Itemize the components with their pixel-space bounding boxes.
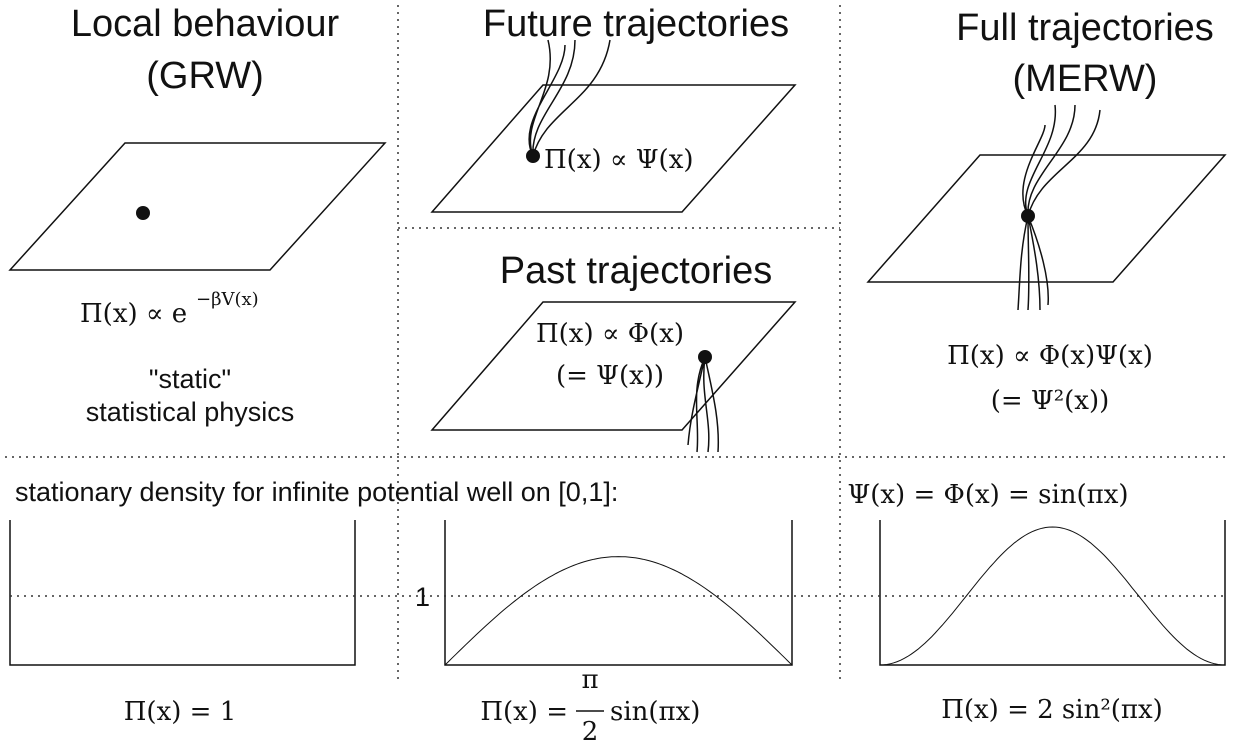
formula: Π(x) = <box>480 697 568 727</box>
fraction-denominator: 2 <box>582 717 599 746</box>
trajectories <box>688 357 718 452</box>
formula: (= Ψ(x)) <box>556 361 664 391</box>
plane <box>868 155 1225 282</box>
trajectories <box>1018 105 1100 310</box>
formula: sin(πx) <box>610 697 700 727</box>
density-curve <box>445 557 792 665</box>
formula: Ψ(x) = Φ(x) = sin(πx) <box>847 480 1128 510</box>
formula: Π(x) = 1 <box>124 697 236 727</box>
panel-subtitle: (MERW) <box>1013 58 1158 100</box>
formula-exponent: −βV(x) <box>196 289 259 310</box>
particle <box>136 206 150 220</box>
plane <box>10 143 385 270</box>
fraction-numerator: π <box>581 665 598 695</box>
panel-title: Future trajectories <box>483 3 789 45</box>
formula: Π(x) ∝ e <box>80 299 187 329</box>
panel-title: Local behaviour <box>71 3 340 45</box>
heading: stationary density for infinite potentia… <box>15 477 618 507</box>
diagram: Local behaviour (GRW) Π(x) ∝ e −βV(x) "s… <box>0 0 1233 746</box>
particle <box>698 350 712 364</box>
formula: Π(x) ∝ Φ(x) <box>536 319 684 349</box>
particle <box>1021 209 1035 223</box>
formula: (= Ψ²(x)) <box>991 386 1110 416</box>
formula: Π(x) ∝ Φ(x)Ψ(x) <box>947 341 1153 371</box>
caption: "static" <box>149 364 231 394</box>
panel-title: Full trajectories <box>956 7 1214 49</box>
panel-subtitle: (GRW) <box>146 55 264 97</box>
panel-title: Past trajectories <box>500 250 772 292</box>
level-label: 1 <box>415 582 430 612</box>
well <box>445 520 792 665</box>
caption: statistical physics <box>86 397 295 427</box>
trajectories <box>529 40 610 156</box>
well <box>10 520 355 665</box>
formula: Π(x) = 2 sin²(πx) <box>941 695 1163 725</box>
particle <box>526 149 540 163</box>
formula: Π(x) ∝ Ψ(x) <box>544 145 694 175</box>
well <box>880 520 1225 665</box>
